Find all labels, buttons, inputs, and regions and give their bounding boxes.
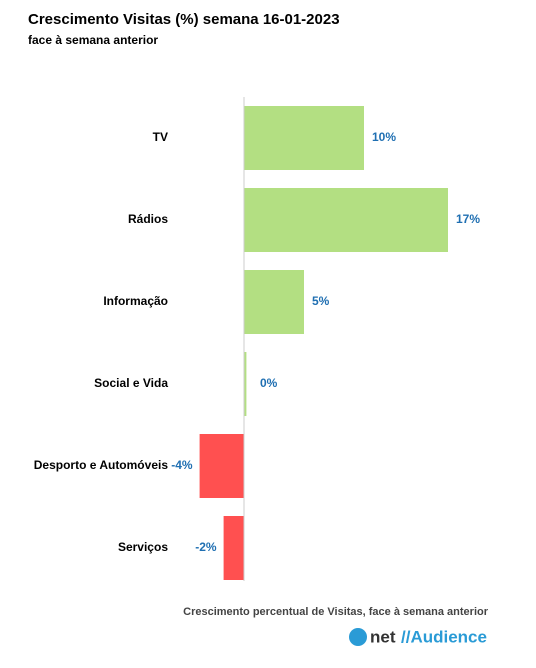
bar bbox=[199, 434, 244, 498]
bar bbox=[244, 352, 247, 416]
value-label: 10% bbox=[372, 130, 396, 144]
y-tick-label: Desporto e Automóveis bbox=[34, 458, 169, 472]
chart-title: Crescimento Visitas (%) semana 16-01-202… bbox=[28, 11, 340, 28]
y-tick-label: Rádios bbox=[128, 212, 168, 226]
value-label: -2% bbox=[195, 540, 217, 554]
value-label: -4% bbox=[171, 458, 193, 472]
value-label: 5% bbox=[312, 294, 330, 308]
y-tick-label: TV bbox=[153, 130, 168, 144]
value-label: 0% bbox=[260, 376, 278, 390]
logo-icon bbox=[349, 628, 367, 646]
value-label: 17% bbox=[456, 212, 480, 226]
logo-left: net bbox=[370, 627, 396, 646]
x-axis-label: Crescimento percentual de Visitas, face … bbox=[183, 606, 489, 618]
y-tick-label: Social e Vida bbox=[94, 376, 168, 390]
bar bbox=[244, 188, 448, 252]
chart-subtitle: face à semana anterior bbox=[28, 33, 158, 47]
y-tick-label: Informação bbox=[103, 294, 168, 308]
bar bbox=[244, 270, 304, 334]
bar bbox=[223, 516, 244, 580]
bar bbox=[244, 106, 364, 170]
logo-right: //Audience bbox=[401, 627, 487, 646]
y-tick-label: Serviços bbox=[118, 540, 168, 554]
